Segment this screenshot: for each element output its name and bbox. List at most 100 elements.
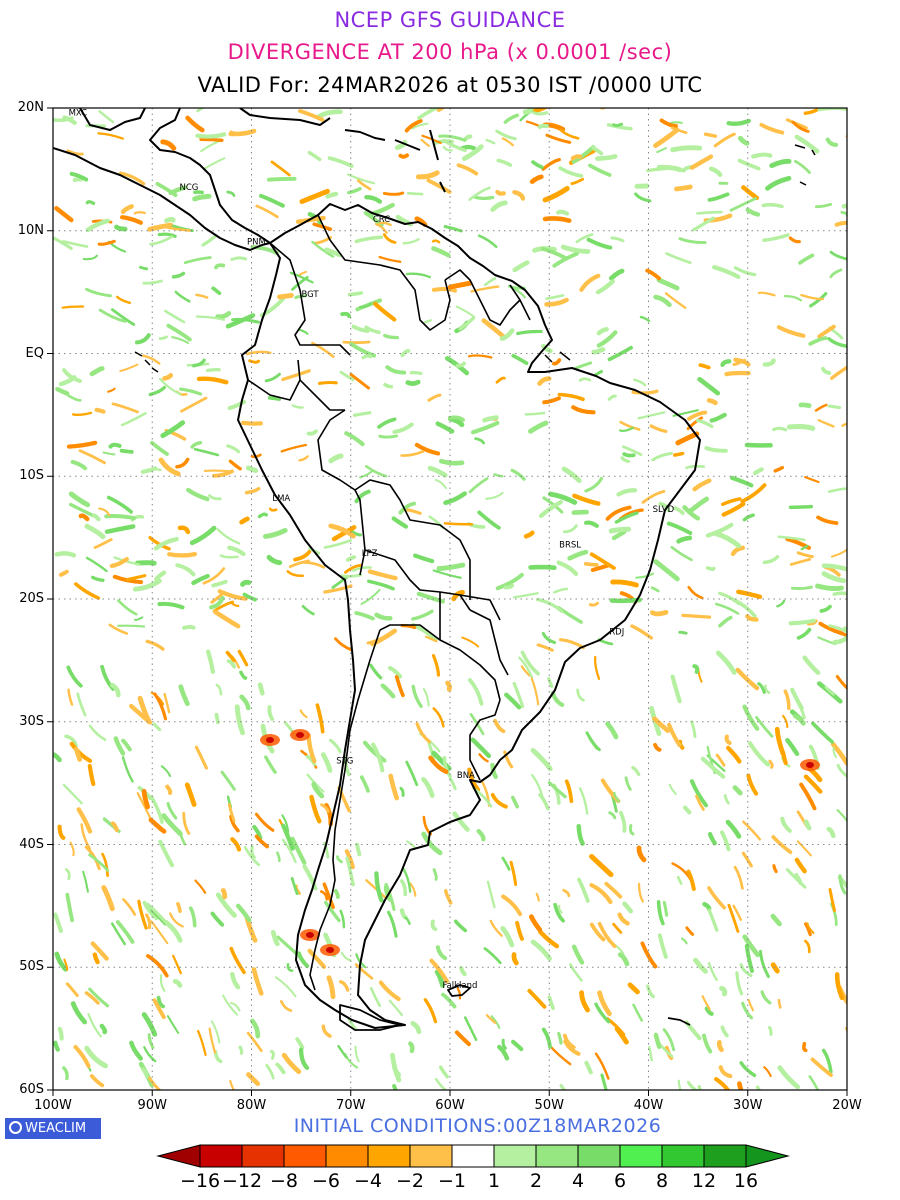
divergence-patch xyxy=(259,193,285,208)
divergence-patch xyxy=(54,951,68,972)
divergence-patch xyxy=(528,564,557,570)
convergence-patch xyxy=(785,118,808,130)
divergence-patch xyxy=(556,209,570,216)
weaclim-badge[interactable]: WEACLIM xyxy=(5,1118,101,1139)
convergence-patch xyxy=(373,301,397,322)
convergence-patch xyxy=(163,692,171,714)
divergence-patch xyxy=(763,684,771,695)
divergence-patch xyxy=(607,345,633,362)
convergence-patch xyxy=(845,1026,847,1033)
divergence-patch xyxy=(520,650,540,676)
divergence-field xyxy=(53,108,847,1090)
convergence-patch xyxy=(777,998,782,1009)
divergence-patch xyxy=(265,1063,275,1080)
divergence-patch xyxy=(408,1041,415,1054)
divergence-patch xyxy=(496,158,513,167)
divergence-patch xyxy=(147,1033,155,1049)
divergence-patch xyxy=(164,217,176,223)
divergence-patch xyxy=(239,670,248,680)
convergence-patch xyxy=(589,552,616,570)
divergence-patch xyxy=(442,755,452,778)
convergence-patch xyxy=(570,154,583,161)
divergence-patch xyxy=(53,912,63,933)
convergence-patch xyxy=(400,623,417,630)
divergence-patch xyxy=(707,192,730,202)
lat-tick-label: 20S xyxy=(19,591,44,606)
convergence-patch xyxy=(108,623,129,635)
divergence-patch xyxy=(808,1075,820,1090)
convergence-patch xyxy=(185,115,205,133)
convergence-patch xyxy=(740,483,767,504)
convergence-patch xyxy=(365,879,386,898)
convergence-patch xyxy=(202,567,226,585)
convergence-patch xyxy=(771,835,793,854)
divergence-patch xyxy=(269,1049,275,1060)
central-america-coastline xyxy=(53,108,271,251)
convergence-patch xyxy=(650,609,669,617)
divergence-patch xyxy=(817,108,847,112)
divergence-patch xyxy=(770,913,782,927)
divergence-patch xyxy=(383,382,394,389)
colorbar-tick-label: −12 xyxy=(222,1170,263,1192)
convergence-patch xyxy=(773,465,785,473)
divergence-patch xyxy=(374,612,393,621)
divergence-patch xyxy=(113,736,126,756)
divergence-patch xyxy=(726,118,751,126)
convergence-patch xyxy=(610,579,639,588)
divergence-patch xyxy=(436,562,466,572)
convergence-patch xyxy=(176,902,182,913)
divergence-patch xyxy=(838,874,847,895)
divergence-patch xyxy=(434,969,445,988)
colorbar-tick-label: −16 xyxy=(180,1170,221,1192)
convergence-patch xyxy=(686,416,704,431)
divergence-patch xyxy=(718,591,741,606)
divergence-patch xyxy=(323,841,330,859)
divergence-patch xyxy=(411,609,434,621)
convergence-patch xyxy=(589,854,614,878)
divergence-patch xyxy=(274,976,297,998)
convergence-patch xyxy=(63,958,69,971)
divergence-patch xyxy=(347,173,375,185)
divergence-patch xyxy=(584,1060,593,1075)
divergence-patch xyxy=(511,1039,524,1052)
divergence-patch xyxy=(227,545,246,557)
convergence-patch xyxy=(481,318,506,339)
divergence-patch xyxy=(685,464,706,470)
convergence-patch xyxy=(594,1052,610,1080)
convergence-patch xyxy=(298,270,308,277)
convergence-patch xyxy=(653,743,662,752)
divergence-patch xyxy=(656,900,665,926)
convergence-patch xyxy=(804,476,820,484)
coastlines-borders xyxy=(53,108,816,1031)
divergence-patch xyxy=(503,583,515,590)
divergence-patch xyxy=(827,487,847,494)
convergence-patch xyxy=(593,655,601,680)
divergence-patch xyxy=(612,122,624,127)
divergence-patch xyxy=(89,366,105,377)
divergence-patch xyxy=(140,466,158,474)
divergence-patch xyxy=(421,776,435,798)
divergence-patch xyxy=(360,588,381,605)
divergence-patch xyxy=(398,501,416,515)
city-label: RDJ xyxy=(609,628,624,638)
divergence-patch xyxy=(639,315,651,323)
divergence-patch xyxy=(240,579,252,587)
divergence-patch xyxy=(516,329,543,336)
convergence-patch xyxy=(107,387,116,393)
divergence-patch xyxy=(435,945,448,961)
divergence-patch xyxy=(606,123,633,131)
divergence-patch xyxy=(510,468,526,481)
divergence-patch xyxy=(135,333,151,345)
divergence-patch xyxy=(826,826,836,839)
divergence-patch xyxy=(281,823,295,851)
convergence-patch xyxy=(66,440,98,449)
lon-tick-label: 40W xyxy=(633,1098,664,1113)
divergence-patch xyxy=(622,452,636,458)
divergence-patch xyxy=(121,738,132,752)
divergence-patch xyxy=(530,939,552,961)
divergence-patch xyxy=(522,108,534,115)
divergence-patch xyxy=(658,501,671,512)
convergence-patch xyxy=(520,665,531,677)
divergence-patch xyxy=(134,560,157,566)
convergence-patch xyxy=(732,904,743,921)
